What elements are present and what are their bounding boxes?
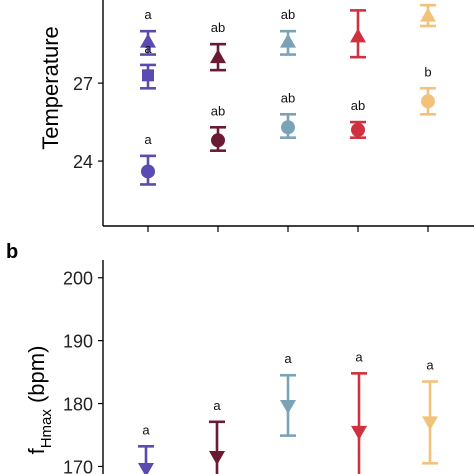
significance-label: ab bbox=[281, 7, 295, 22]
data-point-triangle-down bbox=[351, 425, 367, 440]
significance-label: ab bbox=[281, 90, 295, 105]
data-point-triangle-up bbox=[280, 33, 296, 48]
significance-label: ab bbox=[211, 103, 225, 118]
panel-b: b fHmax (bpm) 170 180 190 200 a a a a a bbox=[6, 241, 438, 474]
data-point-circle bbox=[281, 120, 295, 135]
significance-label: ab bbox=[351, 98, 365, 113]
data-point-triangle-up bbox=[420, 7, 436, 22]
panel-a: Temperature 24 27 a ab ab a a ab ab ab b bbox=[38, 0, 474, 232]
y-axis-label-rest: (bpm) bbox=[24, 346, 49, 410]
significance-label: a bbox=[144, 7, 152, 22]
data-point-triangle-down bbox=[138, 462, 154, 474]
significance-label: a bbox=[426, 358, 434, 373]
y-tick-label: 24 bbox=[73, 152, 93, 172]
significance-label: b bbox=[424, 64, 431, 79]
y-axis-label-main: f bbox=[24, 447, 49, 454]
data-point-triangle-up bbox=[140, 33, 156, 48]
significance-label: a bbox=[355, 349, 363, 364]
data-point-circle bbox=[351, 122, 365, 137]
significance-label: a bbox=[284, 351, 292, 366]
y-tick-label: 190 bbox=[63, 332, 93, 352]
y-axis-label-sub: Hmax bbox=[38, 409, 55, 449]
significance-label: a bbox=[144, 132, 152, 147]
significance-label: ab bbox=[211, 20, 225, 35]
data-point-triangle-down bbox=[209, 451, 225, 466]
data-point-triangle-down bbox=[422, 416, 438, 431]
y-axis-label: fHmax (bpm) bbox=[24, 346, 55, 455]
data-point-triangle-up bbox=[350, 28, 366, 43]
y-tick-label: 170 bbox=[63, 457, 93, 474]
y-tick-label: 27 bbox=[73, 74, 93, 94]
data-point-circle bbox=[211, 133, 225, 148]
data-point-triangle-up bbox=[210, 49, 226, 64]
significance-label: a bbox=[213, 398, 221, 413]
y-tick-label: 200 bbox=[63, 269, 93, 289]
significance-label: a bbox=[144, 41, 152, 56]
y-tick-label: 180 bbox=[63, 395, 93, 415]
y-axis-label: Temperature bbox=[38, 26, 63, 150]
data-point-square bbox=[142, 69, 154, 82]
significance-label: a bbox=[142, 422, 150, 437]
panel-label-b: b bbox=[6, 241, 18, 263]
data-point-circle bbox=[141, 164, 155, 179]
data-point-triangle-down bbox=[280, 400, 296, 415]
data-point-circle bbox=[421, 94, 435, 109]
